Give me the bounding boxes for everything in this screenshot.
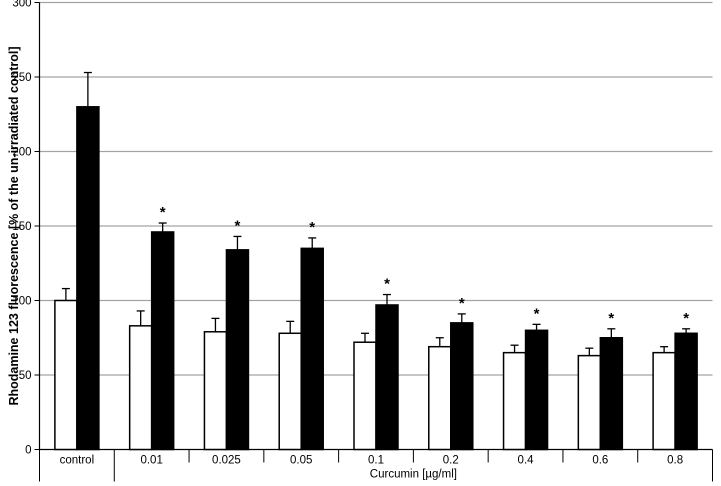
x-category-label: 0.05 [290,455,312,467]
bar-open-white-bars-0.01 [128,325,153,451]
significance-asterisk-0.2: * [459,295,465,312]
bar-open-white-bars-0.2 [428,345,452,451]
bar-filled-black-bars-0.4 [524,329,549,451]
bar-filled-black-bars-0.1 [375,304,399,451]
bar-open-white-bars-0.6 [577,354,602,451]
bar-open-white-bars-0.8 [652,351,676,451]
bar-open-white-bars-0.05 [278,332,302,451]
significance-asterisk-0.01: * [160,204,166,221]
x-axis-group-label: Curcumin [µg/ml] [370,469,457,481]
bar-filled-black-bars-0.6 [599,337,624,451]
significance-asterisk-0.05: * [309,219,315,236]
significance-asterisk-0.8: * [683,310,689,327]
x-category-label: 0.01 [140,455,162,467]
significance-asterisk-0.6: * [608,310,614,327]
bar-filled-black-bars-0.05 [300,247,324,451]
y-tick-label: 150 [12,221,31,233]
bar-filled-black-bars-0.025 [225,249,250,451]
bar-open-white-bars-0.025 [203,331,228,451]
y-tick-label: 0 [25,445,31,457]
x-category-label: control [60,455,95,467]
x-category-label: 0.8 [667,455,683,467]
x-category-label: 0.2 [443,455,459,467]
significance-asterisk-0.1: * [384,276,390,293]
x-category-label: 0.6 [592,455,608,467]
bar-filled-black-bars-0.2 [450,322,474,451]
significance-asterisk-0.4: * [534,305,540,322]
y-tick-label: 200 [12,147,31,159]
bar-open-white-bars-control [54,299,78,451]
y-tick-label: 100 [12,296,31,308]
y-tick-label: 300 [12,0,31,10]
bar-open-white-bars-0.4 [502,351,527,451]
y-tick-label: 250 [12,72,31,84]
y-tick-label: 50 [19,370,32,382]
bar-filled-black-bars-control [76,106,100,451]
x-category-label: 0.1 [368,455,384,467]
x-category-label: 0.025 [212,455,241,467]
bar-filled-black-bars-0.8 [674,332,698,451]
y-axis-title: Rhodamine 123 fluorescence [% of the un-… [7,46,21,406]
bar-open-white-bars-0.1 [353,341,377,451]
significance-asterisk-0.025: * [235,217,241,234]
x-category-label: 0.4 [518,455,535,467]
bar-filled-black-bars-0.01 [150,231,175,451]
